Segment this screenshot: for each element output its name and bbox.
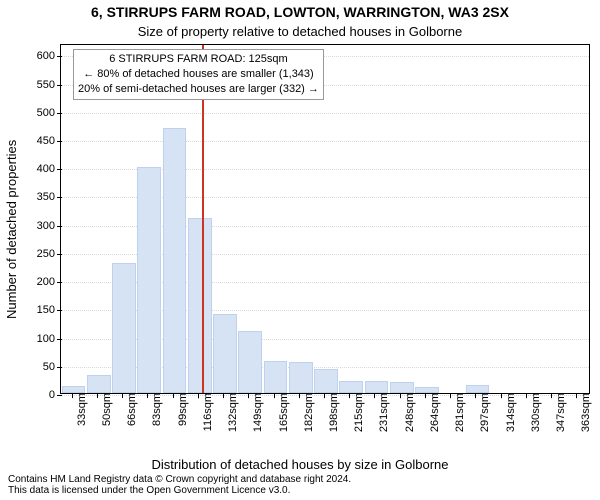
histogram-bar <box>390 382 414 393</box>
histogram-bar <box>289 362 313 393</box>
y-tick-label: 250 <box>37 248 61 260</box>
chart-container: { "title_main": "6, STIRRUPS FARM ROAD, … <box>0 0 600 500</box>
x-tick-label: 116sqm <box>200 393 214 431</box>
histogram-bar <box>466 385 490 393</box>
x-tick-label: 215sqm <box>351 393 365 432</box>
x-tick-label: 99sqm <box>175 393 189 426</box>
y-tick-label: 600 <box>37 50 61 62</box>
chart-title-sub: Size of property relative to detached ho… <box>0 24 600 39</box>
y-tick-label: 200 <box>37 276 61 288</box>
x-tick-label: 149sqm <box>250 393 264 432</box>
x-tick-label: 182sqm <box>301 393 315 432</box>
y-tick-label: 300 <box>37 220 61 232</box>
x-tick-label: 314sqm <box>503 393 517 432</box>
y-tick-label: 400 <box>37 163 61 175</box>
x-tick-label: 347sqm <box>553 393 567 432</box>
x-axis-label: Distribution of detached houses by size … <box>0 457 600 472</box>
histogram-bar <box>112 263 136 393</box>
x-tick-label: 330sqm <box>528 393 542 432</box>
x-tick-label: 264sqm <box>427 393 441 432</box>
x-tick-label: 83sqm <box>149 393 163 426</box>
gridline <box>61 141 589 142</box>
histogram-bar <box>264 361 288 393</box>
y-tick-label: 550 <box>37 79 61 91</box>
x-tick-label: 231sqm <box>376 393 390 432</box>
histogram-bar <box>163 128 187 393</box>
info-box-line-3: 20% of semi-detached houses are larger (… <box>78 82 319 97</box>
y-tick-label: 450 <box>37 135 61 147</box>
x-tick-label: 297sqm <box>477 393 491 432</box>
histogram-bar <box>339 381 363 393</box>
info-box: 6 STIRRUPS FARM ROAD: 125sqm← 80% of det… <box>73 49 324 100</box>
histogram-bar <box>213 314 237 393</box>
histogram-bar <box>62 386 86 393</box>
histogram-bar <box>314 369 338 393</box>
y-tick-label: 350 <box>37 191 61 203</box>
y-tick-label: 500 <box>37 107 61 119</box>
x-tick-label: 165sqm <box>276 393 290 432</box>
footer-attribution: Contains HM Land Registry data © Crown c… <box>8 474 351 496</box>
x-tick-label: 248sqm <box>402 393 416 432</box>
x-tick-label: 132sqm <box>225 393 239 432</box>
y-tick-label: 100 <box>37 333 61 345</box>
gridline <box>61 113 589 114</box>
x-tick-label: 33sqm <box>74 393 88 426</box>
chart-title-main: 6, STIRRUPS FARM ROAD, LOWTON, WARRINGTO… <box>0 4 600 20</box>
x-tick-label: 363sqm <box>578 393 592 432</box>
histogram-bar <box>365 381 389 393</box>
info-box-line-1: 6 STIRRUPS FARM ROAD: 125sqm <box>78 52 319 67</box>
y-tick-label: 0 <box>49 389 61 401</box>
histogram-bar <box>188 218 212 393</box>
y-tick-label: 150 <box>37 304 61 316</box>
x-tick-label: 66sqm <box>124 393 138 426</box>
info-box-line-2: ← 80% of detached houses are smaller (1,… <box>78 67 319 82</box>
y-tick-label: 50 <box>43 361 61 373</box>
plot-area: 05010015020025030035040045050055060033sq… <box>60 44 590 394</box>
histogram-bar <box>87 375 111 393</box>
histogram-bar <box>137 167 161 393</box>
x-tick-label: 281sqm <box>452 393 466 432</box>
y-axis-label: Number of detached properties <box>4 140 19 319</box>
x-tick-label: 50sqm <box>99 393 113 426</box>
histogram-bar <box>238 331 262 393</box>
x-tick-label: 198sqm <box>326 393 340 432</box>
